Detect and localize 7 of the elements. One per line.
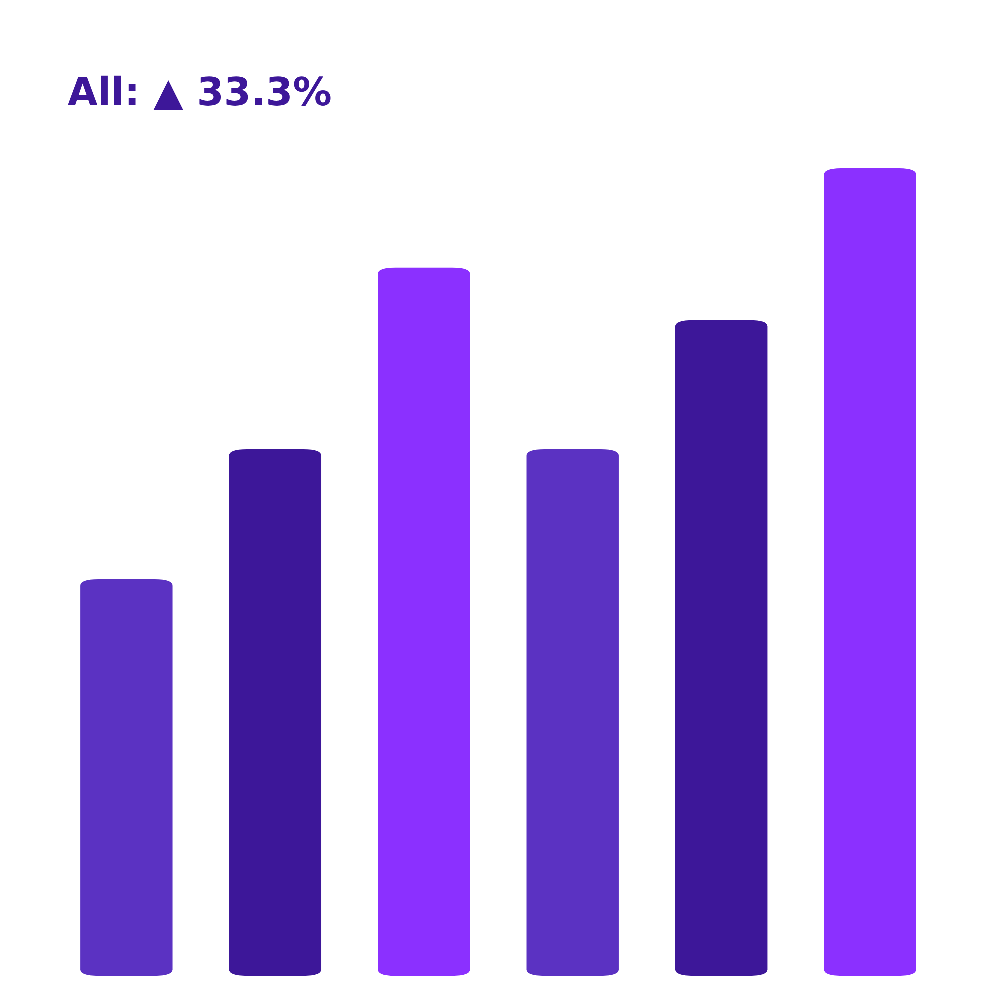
bar: [526, 450, 619, 976]
chart-title: All: ▲ 33.3%: [68, 76, 331, 110]
bar: [675, 320, 768, 976]
bar: [378, 268, 470, 976]
bar: [229, 450, 322, 976]
bar: [80, 580, 173, 976]
bar: [824, 168, 916, 976]
